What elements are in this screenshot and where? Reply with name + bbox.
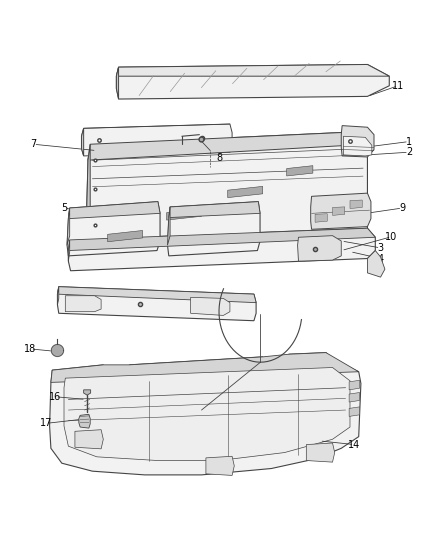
Text: 17: 17 [40,418,53,429]
Polygon shape [349,392,360,402]
Text: 18: 18 [24,344,36,354]
Text: 9: 9 [399,203,406,213]
Polygon shape [64,368,350,461]
Text: 5: 5 [61,203,67,213]
Text: 7: 7 [30,139,36,149]
Polygon shape [117,64,389,76]
Text: 12: 12 [152,293,164,303]
Text: 2: 2 [406,147,412,157]
Polygon shape [51,353,359,382]
Polygon shape [84,390,91,395]
Polygon shape [341,126,374,157]
Polygon shape [75,430,103,449]
Polygon shape [67,208,70,245]
Polygon shape [117,67,119,99]
Polygon shape [68,201,160,219]
Polygon shape [287,166,313,176]
Polygon shape [57,287,256,303]
Polygon shape [332,207,345,215]
Polygon shape [306,443,335,462]
Polygon shape [86,133,367,253]
Text: 4: 4 [378,254,384,263]
Text: 14: 14 [348,440,360,450]
Text: 13: 13 [233,300,245,310]
Polygon shape [108,230,143,242]
Polygon shape [228,187,263,198]
Polygon shape [350,200,362,208]
Polygon shape [81,124,232,156]
Polygon shape [68,228,375,271]
Polygon shape [311,193,371,229]
Polygon shape [49,353,361,475]
Text: 11: 11 [392,81,404,91]
Polygon shape [68,228,375,251]
Polygon shape [117,64,389,99]
Text: 1: 1 [406,136,412,147]
Polygon shape [88,133,367,160]
Polygon shape [297,236,341,261]
Polygon shape [65,296,101,312]
Polygon shape [81,128,84,156]
Polygon shape [57,287,59,305]
Polygon shape [169,201,260,217]
Polygon shape [167,201,260,256]
Text: 10: 10 [385,232,398,242]
Polygon shape [367,251,385,277]
Polygon shape [57,287,256,321]
Text: 6: 6 [70,222,76,232]
Polygon shape [349,380,360,390]
Polygon shape [67,201,160,256]
Text: 8: 8 [216,152,222,163]
Polygon shape [206,456,234,475]
Polygon shape [68,240,70,261]
Polygon shape [79,414,90,428]
Text: 16: 16 [49,392,61,402]
Polygon shape [349,407,360,416]
Polygon shape [166,209,201,220]
Polygon shape [86,144,90,243]
Polygon shape [315,214,327,222]
Polygon shape [167,207,170,245]
Polygon shape [343,136,372,156]
Polygon shape [51,344,64,357]
Polygon shape [191,297,230,316]
Text: 3: 3 [378,243,384,253]
